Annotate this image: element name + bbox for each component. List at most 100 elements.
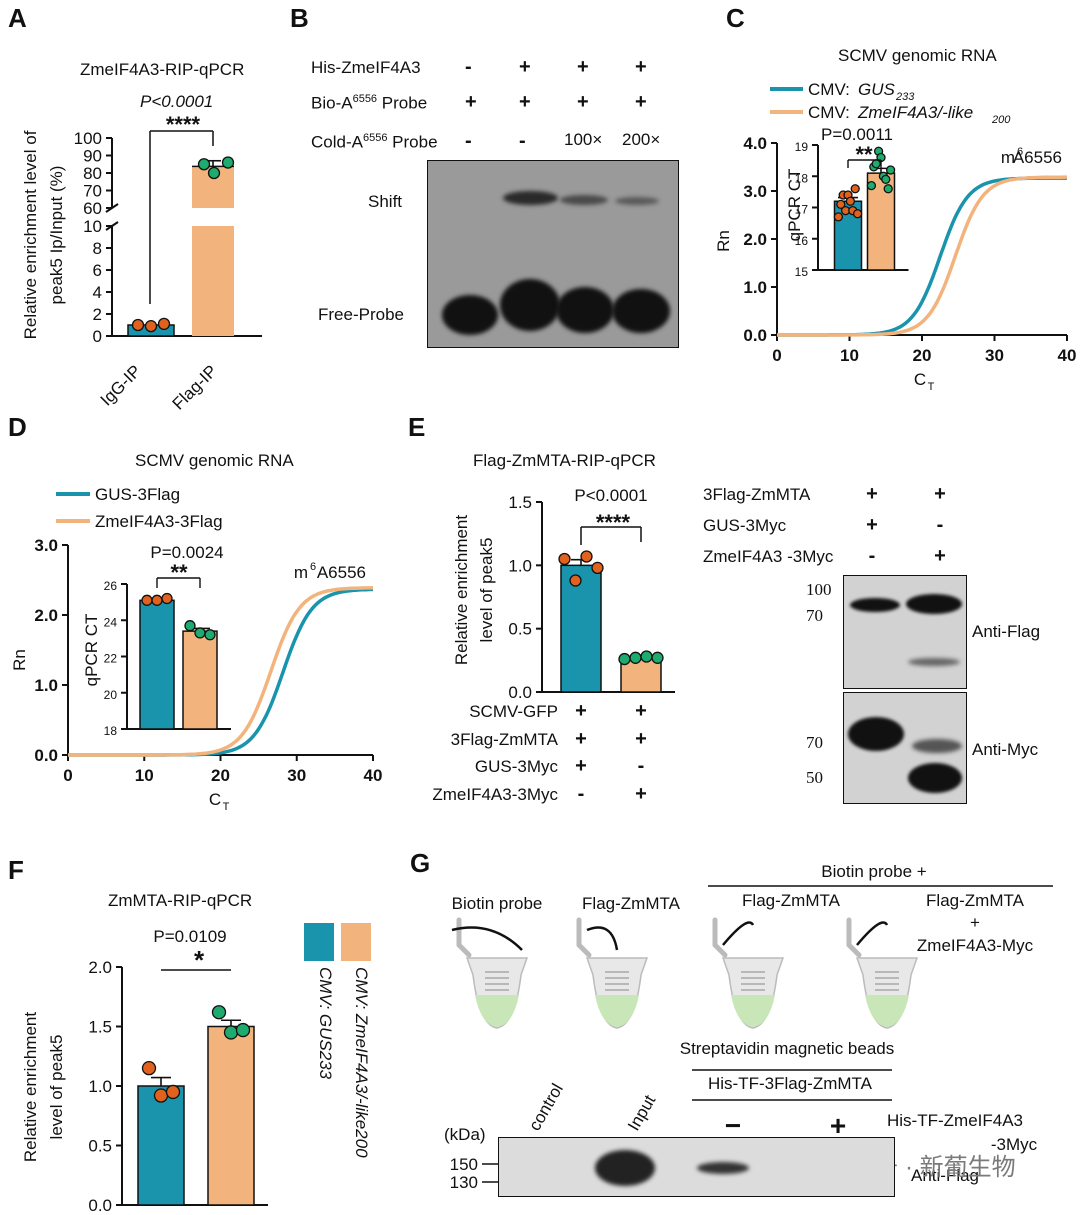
e-mark-2-0: + <box>575 755 587 777</box>
e-blot-label-2: ZmeIF4A3 -3Myc <box>703 547 834 566</box>
e-row-label-2: GUS-3Myc <box>475 757 559 776</box>
c-legend-label-1b: GUS <box>858 80 896 99</box>
g-pipette-1 <box>576 917 592 958</box>
a-ylabel-1: Relative enrichment level of <box>21 130 40 339</box>
shift-band-lane4 <box>615 197 659 205</box>
e-blot-label-0: 3Flag-ZmMTA <box>703 485 811 504</box>
f-stars: * <box>194 945 205 975</box>
d-xlabel: C <box>209 790 221 809</box>
d-ylabel: Rn <box>10 649 29 671</box>
g-tube-label-3b: + <box>970 913 980 932</box>
e-mark-3-1: + <box>635 783 647 805</box>
g-tube-label-3c: ZmeIF4A3-Myc <box>917 936 1034 955</box>
panel-letter-f: F <box>8 855 24 885</box>
d-xtick-label-3: 30 <box>287 766 306 785</box>
c-inset-point-0-8 <box>852 209 863 219</box>
b-mark-1-1: + <box>519 91 531 113</box>
b-mark-2-1: - <box>519 130 526 152</box>
f-legend-swatch-1 <box>304 923 334 961</box>
shift-band-lane2 <box>503 191 558 205</box>
e-mark-0-1: + <box>635 700 647 722</box>
shift-band-lane3 <box>560 195 608 205</box>
c-inset-point-0-5 <box>845 196 856 206</box>
d-ytick-label-0: 0.0 <box>34 746 58 765</box>
b-row-label-1: Bio-A6556 Probe <box>311 93 428 113</box>
c-inset-point-0-0 <box>833 212 844 222</box>
a-ytick-label-1: 2 <box>93 305 102 324</box>
g-tube-label-1: Flag-ZmMTA <box>582 894 681 913</box>
d-xtick-label-4: 40 <box>364 766 383 785</box>
f-legend-label-2: CMV: ZmeIF4A3/-like200 <box>352 967 371 1158</box>
g-mw-150: 150 <box>450 1155 478 1174</box>
panel-d-title: SCMV genomic RNA <box>135 451 294 470</box>
d-annot: A6556 <box>317 563 366 582</box>
c-legend-label-1a: CMV: <box>808 80 850 99</box>
c-xtick-label-2: 20 <box>913 346 932 365</box>
c-ytick-label-0: 0.0 <box>743 326 767 345</box>
d-inset-ytick-label-0: 18 <box>104 724 118 738</box>
c-inset-ytick-label-1: 16 <box>795 234 809 248</box>
c-inset-point-0-7 <box>850 184 860 194</box>
a-ytick-u-label-1: 70 <box>83 182 102 201</box>
d-xtick-label-0: 0 <box>63 766 72 785</box>
e-mark-2-1: - <box>638 755 645 777</box>
a-ytick-label-2: 4 <box>93 283 102 302</box>
mw-50: 50 <box>806 768 823 787</box>
g-right-label-2: -3Myc <box>991 1135 1038 1154</box>
c-ytick-label-3: 3.0 <box>743 182 767 201</box>
d-xtick-label-2: 20 <box>211 766 230 785</box>
anti-myc-label: Anti-Myc <box>972 740 1039 759</box>
d-legend-label-1: GUS-3Flag <box>95 485 180 504</box>
free-probe-label: Free-Probe <box>318 305 404 324</box>
g-beads-label: Streptavidin magnetic beads <box>680 1039 895 1058</box>
d-inset-point-1-2 <box>204 629 216 641</box>
f-point-0-0 <box>141 1061 157 1076</box>
c-inset-point-1-7 <box>883 184 893 194</box>
d-inset-point-1-0 <box>184 620 196 632</box>
e-blot-label-1: GUS-3Myc <box>703 516 787 535</box>
a-point-1-2 <box>207 166 221 180</box>
g-arrow-0 <box>451 926 523 951</box>
f-pvalue: P=0.0109 <box>153 927 226 946</box>
d-ytick-label-3: 3.0 <box>34 536 58 555</box>
panel-letter-b: B <box>290 3 309 33</box>
c-inset-point-1-0 <box>866 180 877 191</box>
b-row-label-2: Cold-A6556 Probe <box>311 132 438 152</box>
b-mark-0-3: + <box>635 56 647 78</box>
f-point-1-0 <box>211 1005 227 1020</box>
c-pvalue: P=0.0011 <box>821 125 893 144</box>
d-annot-m: m <box>294 563 308 582</box>
free-probe-band-lane3 <box>556 287 614 333</box>
g-lane-label-0: control <box>525 1080 567 1134</box>
b-mark-0-1: + <box>519 56 531 78</box>
free-probe-band-lane2 <box>500 279 560 331</box>
f-ytick-label-3: 1.5 <box>88 1018 112 1037</box>
g-tube-liquid-2 <box>731 995 775 1027</box>
c-legend-sub-2: 200 <box>991 114 1011 126</box>
e-ytick-label-0: 0.0 <box>508 683 532 702</box>
g-tube-label-3a: Flag-ZmMTA <box>926 891 1025 910</box>
g-tube-label-2: Flag-ZmMTA <box>742 891 841 910</box>
b-mark-0-2: + <box>577 56 589 78</box>
e-ytick-label-2: 1.0 <box>508 556 532 575</box>
mw-100: 100 <box>806 580 832 599</box>
c-stars: ** <box>855 142 873 167</box>
free-probe-band-lane4 <box>612 289 670 333</box>
panel-c-title: SCMV genomic RNA <box>838 46 997 65</box>
d-xtick-label-1: 10 <box>135 766 154 785</box>
e-row-label-1: 3Flag-ZmMTA <box>451 730 559 749</box>
e-point-0-0 <box>558 552 571 566</box>
e-blot-mark-2-1: + <box>934 545 946 567</box>
anti-flag-blot <box>843 575 967 689</box>
g-mw-130: 130 <box>450 1173 478 1192</box>
c-xlabel: C <box>914 370 926 389</box>
e-point-0-1 <box>569 574 582 587</box>
g-tube-liquid-3 <box>865 995 909 1027</box>
e-bar-0 <box>560 564 602 693</box>
g-arrow-3 <box>856 921 889 946</box>
a-point-0-0 <box>131 318 145 332</box>
f-ylabel-1: Relative enrichment <box>21 1012 40 1163</box>
